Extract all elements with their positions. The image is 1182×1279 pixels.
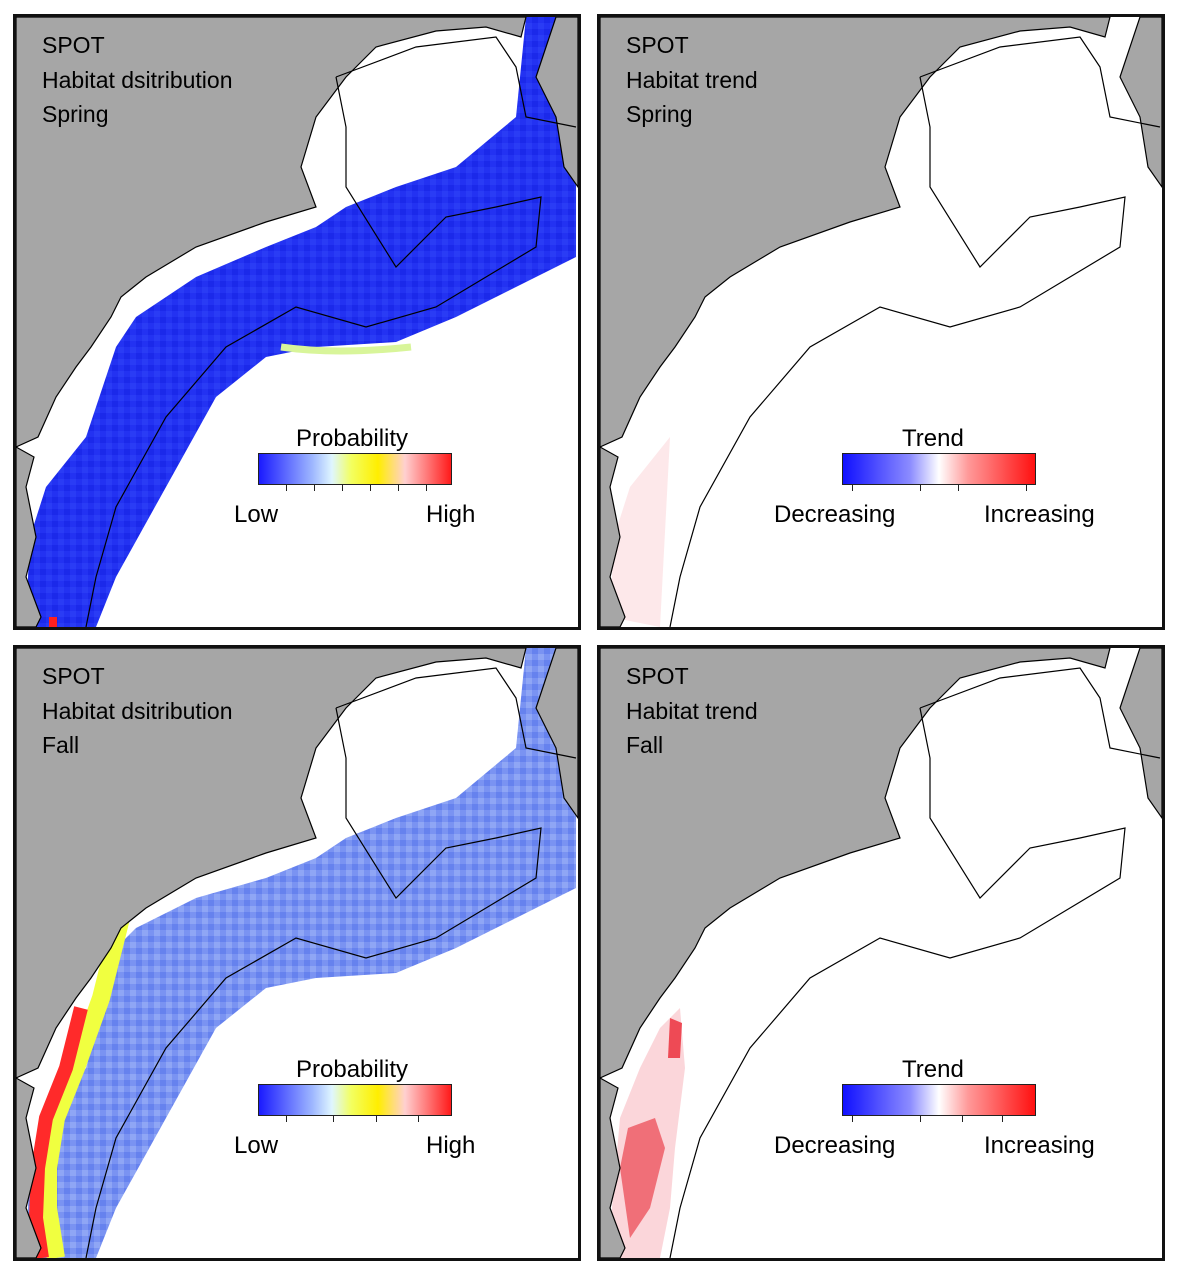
land-northeast <box>535 17 578 189</box>
legend-colorbar <box>842 453 1036 485</box>
ocean-white <box>96 888 576 1258</box>
legend-high-label: High <box>426 1132 476 1159</box>
legend-high-label: Increasing <box>984 501 1095 528</box>
legend-high-label: Increasing <box>984 1132 1095 1159</box>
legend-low-label: Low <box>234 501 279 528</box>
trend-hotspot-north <box>668 1018 682 1058</box>
shelf-edge-yellow <box>280 343 412 355</box>
map-panel-fall-distribution: SPOT Habitat dsitribution Fall Probabili… <box>13 645 581 1261</box>
land-northeast <box>1119 648 1162 820</box>
map-fall-trend <box>600 648 1162 1258</box>
ocean-white <box>96 257 576 627</box>
legend-colorbar <box>258 453 452 485</box>
depth-contour <box>85 76 542 627</box>
coastal-band-red <box>28 1006 88 1258</box>
land-southern <box>600 1077 626 1258</box>
land <box>600 648 1111 1079</box>
season-label: Fall <box>42 732 80 758</box>
coastal-band-yellow <box>39 915 130 1258</box>
legend-low-label: Low <box>234 1132 279 1159</box>
trend-hotspot <box>620 1118 665 1238</box>
legend-colorbar <box>258 1084 452 1116</box>
map-panel-spring-trend: SPOT Habitat trend Spring Trend Decreasi… <box>597 14 1165 630</box>
legend-ticks <box>258 1116 452 1122</box>
depth-contour <box>669 76 1126 627</box>
map-panel-fall-trend: SPOT Habitat trend Fall Trend Decreasing… <box>597 645 1165 1261</box>
legend-low-label: Decreasing <box>774 1132 896 1159</box>
species-label: SPOT <box>42 32 105 58</box>
land-northeast <box>535 648 578 820</box>
metric-label: Habitat trend <box>626 67 758 93</box>
land <box>16 17 527 448</box>
metric-label: Habitat dsitribution <box>42 67 233 93</box>
map-fall-distribution <box>16 648 578 1258</box>
depth-contour-north <box>919 667 1161 759</box>
legend-ticks <box>842 1116 1036 1122</box>
legend-title: Probability <box>296 425 409 452</box>
season-label: Fall <box>626 732 664 758</box>
legend-title: Trend <box>902 425 964 452</box>
land-southern <box>600 446 626 627</box>
land-southern <box>16 446 42 627</box>
legend-low-label: Decreasing <box>774 501 896 528</box>
metric-label: Habitat dsitribution <box>42 698 233 724</box>
season-label: Spring <box>42 101 109 127</box>
map-spring-trend <box>600 17 1162 627</box>
species-label: SPOT <box>626 663 689 689</box>
legend-colorbar <box>842 1084 1036 1116</box>
legend-high-label: High <box>426 501 476 528</box>
legend-title: Probability <box>296 1056 409 1083</box>
species-label: SPOT <box>626 32 689 58</box>
trend-surface <box>610 437 670 627</box>
depth-contour-north <box>919 36 1161 128</box>
legend-title: Trend <box>902 1056 964 1083</box>
depth-contour-north <box>335 667 577 759</box>
land <box>600 17 1111 448</box>
depth-contour <box>669 707 1126 1258</box>
land-northeast <box>1119 17 1162 189</box>
hotspot-red <box>49 617 57 627</box>
land <box>16 648 527 1079</box>
legend-ticks <box>842 485 1036 491</box>
legend-ticks <box>258 485 452 491</box>
metric-label: Habitat trend <box>626 698 758 724</box>
species-label: SPOT <box>42 663 105 689</box>
land-southern <box>16 1077 42 1258</box>
season-label: Spring <box>626 101 693 127</box>
map-panel-spring-distribution: SPOT Habitat dsitribution Spring Probabi… <box>13 14 581 630</box>
depth-contour <box>85 707 542 1258</box>
depth-contour-north <box>335 36 577 128</box>
